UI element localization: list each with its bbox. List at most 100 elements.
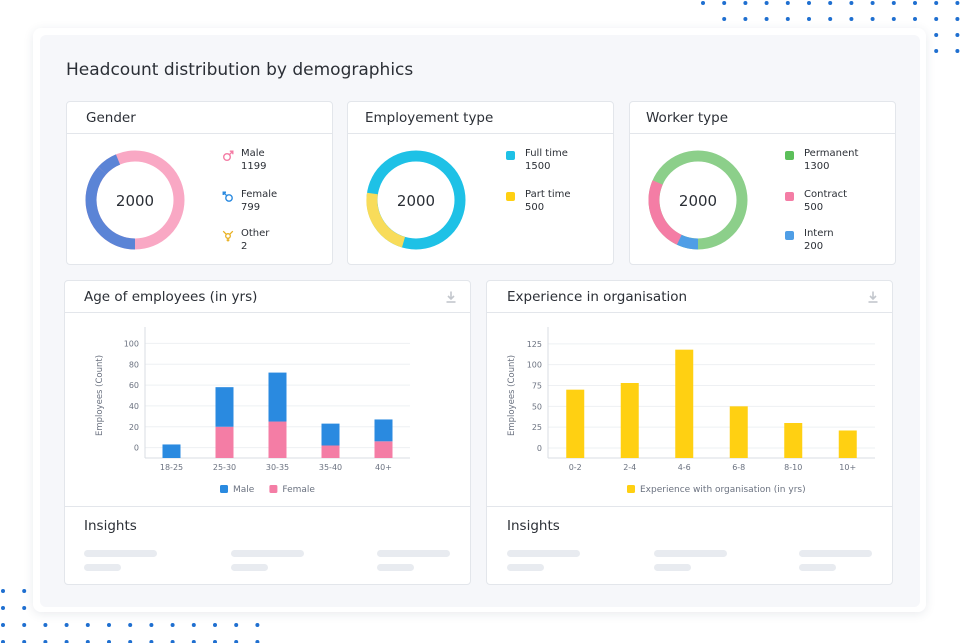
y-tick-label: 100 xyxy=(124,339,139,348)
skeleton-line xyxy=(654,564,691,571)
decorative-dot xyxy=(22,623,27,627)
decorative-dot xyxy=(170,640,175,643)
donut-segment-female[interactable] xyxy=(85,166,136,250)
bar-experience-with-organisation-in-yrs--2-4 xyxy=(620,383,639,458)
experience-insights-section: Insights xyxy=(487,506,892,584)
worker-donut-chart[interactable]: 2000 xyxy=(648,150,748,250)
y-tick-label: 75 xyxy=(532,382,542,391)
legend-label: Permanent xyxy=(804,148,859,159)
x-tick-label: 0-2 xyxy=(569,463,582,472)
legend-label: Contract xyxy=(804,189,848,200)
decorative-dot xyxy=(85,640,90,643)
decorative-dot xyxy=(255,623,260,627)
decorative-dot xyxy=(213,640,217,643)
decorative-dot xyxy=(191,640,196,643)
decorative-dot xyxy=(85,623,90,627)
y-tick-label: 20 xyxy=(129,423,139,432)
decorative-dot xyxy=(785,17,790,21)
x-tick-label: 4-6 xyxy=(678,463,691,472)
decorative-dot xyxy=(722,17,727,21)
bar-female-40+ xyxy=(374,441,393,458)
decorative-dot xyxy=(828,17,833,21)
y-axis-label: Employees (Count) xyxy=(95,355,105,436)
decorative-dot-grid-top-right xyxy=(701,1,960,53)
x-tick-label: 8-10 xyxy=(784,463,802,472)
legend-value: 799 xyxy=(241,201,261,213)
bar-male-40+ xyxy=(374,419,393,442)
age-card-header: Age of employees (in yrs) xyxy=(65,281,470,313)
decorative-dot xyxy=(128,623,133,627)
decorative-dot xyxy=(828,1,833,5)
skeleton-line xyxy=(507,564,544,571)
legend-label: Intern xyxy=(804,228,834,239)
age-card: Age of employees (in yrs) 0 20 40 60 80 100 Em… xyxy=(64,280,471,585)
bar-male-18-25 xyxy=(162,444,181,458)
y-tick-label: 25 xyxy=(532,423,542,432)
skeleton-line xyxy=(654,550,727,557)
y-tick-label: 100 xyxy=(527,361,542,370)
legend-swatch xyxy=(785,231,794,240)
y-tick-label: 0 xyxy=(537,444,542,453)
experience-card-header: Experience in organisation xyxy=(487,281,892,313)
y-tick-label: 125 xyxy=(527,340,542,349)
donut-segment-contract[interactable] xyxy=(648,180,682,245)
donut-center-total: 2000 xyxy=(116,192,154,210)
decorative-dot xyxy=(191,623,196,627)
decorative-dot xyxy=(913,1,917,5)
legend-value: 1300 xyxy=(804,160,830,172)
decorative-dot xyxy=(764,17,769,21)
decorative-dot xyxy=(1,623,5,627)
decorative-dot xyxy=(701,1,705,5)
decorative-dot xyxy=(107,623,111,627)
x-tick-label: 6-8 xyxy=(732,463,745,472)
bar-experience-with-organisation-in-yrs--10+ xyxy=(838,430,857,458)
gender-card-title: Gender xyxy=(86,110,136,126)
y-tick-label: 50 xyxy=(532,402,542,411)
download-icon[interactable] xyxy=(444,290,458,304)
decorative-dot xyxy=(1,640,5,643)
x-tick-label: 10+ xyxy=(839,463,856,472)
decorative-dot xyxy=(107,640,111,643)
legend-label: Full time xyxy=(525,148,568,159)
download-icon[interactable] xyxy=(866,290,880,304)
employment-card-title: Employement type xyxy=(365,110,494,126)
decorative-dot xyxy=(213,623,217,627)
x-tick-label: 40+ xyxy=(375,463,392,472)
decorative-dot xyxy=(22,640,27,643)
male-symbol-icon xyxy=(223,150,234,161)
legend-swatch xyxy=(269,485,278,493)
y-tick-label: 0 xyxy=(134,444,139,453)
legend-swatch xyxy=(220,485,228,493)
employment-type-card: Employement type 2000 Full time 1500 Par… xyxy=(347,101,614,265)
x-tick-label: 18-25 xyxy=(160,463,183,472)
decorative-dot xyxy=(234,623,239,627)
skeleton-line xyxy=(84,550,157,557)
gender-donut-chart[interactable]: 2000 xyxy=(85,150,185,250)
decorative-dot xyxy=(870,17,875,21)
x-tick-label: 25-30 xyxy=(213,463,236,472)
experience-card: Experience in organisation 0 25 50 75 100 125… xyxy=(486,280,893,585)
decorative-dot-grid-bottom-left xyxy=(1,589,260,643)
skeleton-line xyxy=(231,550,304,557)
decorative-dot xyxy=(64,640,69,643)
decorative-dot xyxy=(913,17,917,21)
donut-segment-part-time[interactable] xyxy=(366,192,406,248)
decorative-dot xyxy=(743,1,748,5)
employment-card-header: Employement type xyxy=(348,102,613,134)
y-tick-label: 60 xyxy=(129,381,139,390)
other-gender-icon xyxy=(222,230,234,242)
legend-label: Female xyxy=(282,485,315,495)
bar-female-25-30 xyxy=(215,426,234,458)
decorative-dot xyxy=(785,1,790,5)
decorative-dot xyxy=(64,623,69,627)
page-title: Headcount distribution by demographics xyxy=(66,60,414,80)
decorative-dot xyxy=(22,606,27,610)
skeleton-line xyxy=(377,564,414,571)
employment-donut-chart[interactable]: 2000 xyxy=(366,150,466,250)
experience-bar-chart: 0 25 50 75 100 125 Employees (Count) 0-2 2-4 4-6 6… xyxy=(507,327,875,495)
donut-segment-intern[interactable] xyxy=(676,234,699,250)
age-insights-section: Insights xyxy=(65,506,470,584)
decorative-dot xyxy=(128,640,133,643)
worker-type-card: Worker type 2000 Permanent 1300 Contract… xyxy=(629,101,896,265)
bar-experience-with-organisation-in-yrs--4-6 xyxy=(675,349,694,458)
